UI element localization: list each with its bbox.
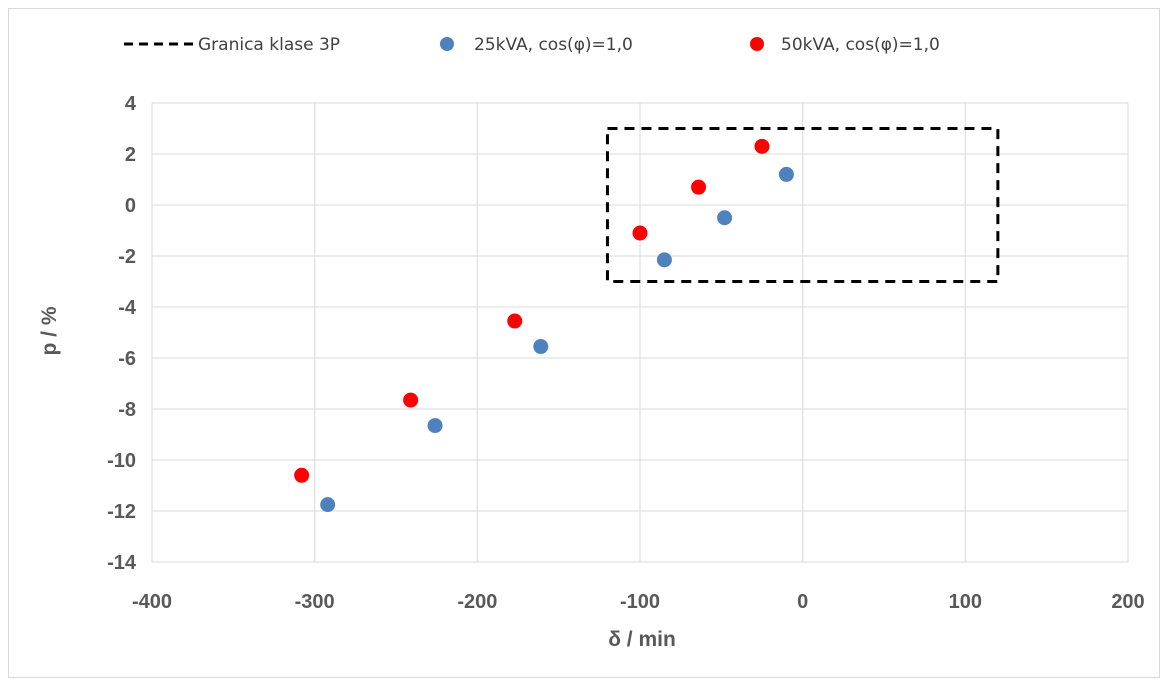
series-2-point	[294, 467, 310, 483]
y-tick-label: -12	[107, 501, 136, 523]
series-1-point	[717, 210, 733, 226]
series-1-point	[778, 166, 794, 182]
x-axis-title: δ / min	[608, 628, 676, 651]
x-tick-label: 0	[797, 591, 808, 613]
grid-lines	[151, 102, 1129, 563]
y-tick-label: 0	[125, 195, 136, 217]
series-2-point	[691, 179, 707, 195]
legend-series-1-label: 25kVA, cos(φ)=1,0	[474, 35, 633, 55]
x-tick-label: 200	[1111, 591, 1144, 613]
series-2-point	[403, 392, 419, 408]
class-boundary	[605, 127, 1000, 283]
y-tick-label: -8	[118, 399, 136, 421]
y-tick-label: -4	[118, 297, 137, 319]
legend-boundary-label: Granica klase 3P	[198, 35, 340, 55]
x-tick-label: -100	[620, 591, 660, 613]
y-tick-label: 2	[125, 144, 136, 166]
y-axis-title: p / %	[38, 306, 61, 355]
series-1-point	[427, 418, 443, 434]
y-tick-label: -14	[107, 552, 137, 574]
x-tick-label: -300	[295, 591, 335, 613]
legend-series-1-swatch	[440, 37, 454, 51]
series-1-point	[533, 339, 549, 355]
legend: Granica klase 3P 25kVA, cos(φ)=1,0 50kVA…	[124, 35, 940, 55]
data-points	[294, 138, 794, 513]
x-tick-label: 100	[949, 591, 982, 613]
y-tick-label: 4	[125, 93, 137, 115]
y-tick-label: -6	[118, 348, 136, 370]
boundary-rect	[605, 127, 1000, 283]
series-2-point	[507, 313, 523, 329]
series-1-point	[656, 252, 672, 268]
legend-series-2-swatch	[750, 37, 764, 51]
series-2-point	[754, 138, 770, 154]
tick-labels: 4 2 0 -2 -4 -6 -8 -10 -12 -14 -400 -300 -200 -100 0 100…	[107, 93, 1145, 613]
y-tick-label: -10	[107, 450, 136, 472]
series-2-point	[632, 225, 648, 241]
legend-series-2-label: 50kVA, cos(φ)=1,0	[781, 35, 940, 55]
y-tick-label: -2	[118, 246, 136, 268]
x-tick-label: -400	[132, 591, 172, 613]
x-tick-label: -200	[457, 591, 497, 613]
series-1-point	[320, 497, 336, 513]
chart-frame	[8, 8, 1160, 678]
